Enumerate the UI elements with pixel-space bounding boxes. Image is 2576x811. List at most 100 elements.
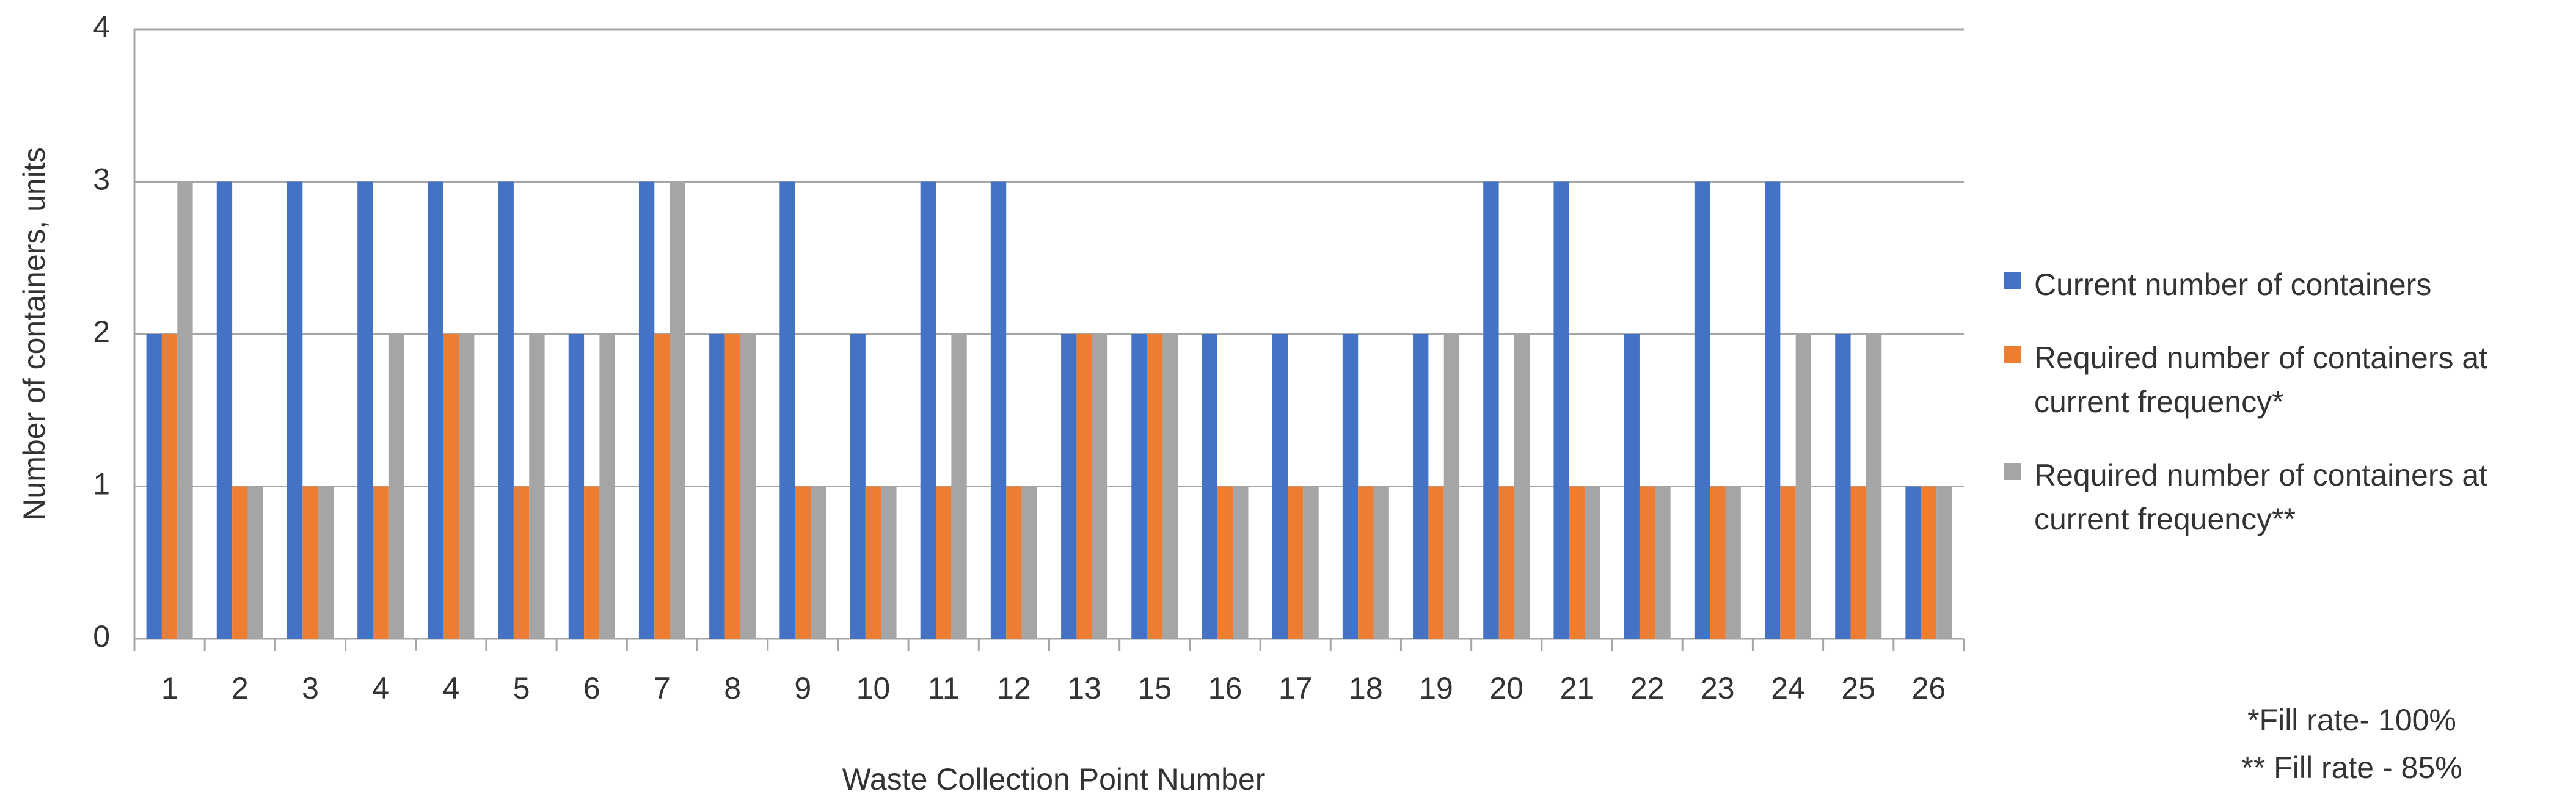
bar [1202, 334, 1217, 639]
x-axis-title: Waste Collection Point Number [842, 762, 1266, 796]
legend-item: Required number of containers at current… [2004, 336, 2572, 424]
bar [740, 334, 756, 639]
bar [1553, 181, 1569, 639]
bar [920, 181, 936, 639]
bar [1233, 486, 1249, 639]
bar [1514, 334, 1530, 639]
bar [146, 334, 162, 639]
legend-swatch [2004, 272, 2021, 289]
bar [638, 181, 655, 639]
bar [850, 334, 866, 639]
bar [1288, 486, 1304, 639]
bar [529, 334, 545, 639]
y-tick-label: 1 [93, 467, 110, 501]
bar [232, 486, 248, 639]
bar [599, 334, 615, 639]
bar [1443, 334, 1460, 639]
bar [513, 486, 530, 639]
bar [318, 486, 334, 639]
bar [1162, 334, 1178, 639]
x-tick-label: 26 [1912, 671, 1946, 705]
legend-swatch [2004, 346, 2021, 363]
bar [1428, 486, 1444, 639]
bar [1131, 334, 1147, 639]
notes: *Fill rate- 100% ** Fill rate - 85% [2175, 696, 2529, 791]
bar [1358, 486, 1374, 639]
y-tick-label: 2 [93, 315, 110, 349]
x-tick-label: 16 [1208, 671, 1242, 705]
x-tick-label: 18 [1349, 671, 1383, 705]
bar [1585, 486, 1600, 639]
x-tick-label: 9 [794, 671, 811, 705]
bar [1850, 486, 1866, 639]
note: ** Fill rate - 85% [2241, 751, 2462, 785]
y-axis-title: Number of containers, units [17, 147, 51, 520]
bar [357, 181, 373, 639]
y-tick-label: 4 [93, 10, 110, 44]
x-tick-label: 23 [1701, 671, 1735, 705]
x-tick-label: 24 [1771, 671, 1805, 705]
bar [1780, 486, 1796, 639]
x-tick-label: 4 [442, 671, 459, 705]
bar [1694, 181, 1710, 639]
x-tick-label: 25 [1841, 671, 1875, 705]
bar [951, 334, 967, 639]
y-tick-label: 0 [93, 619, 110, 653]
x-tick-label: 1 [161, 671, 178, 705]
bar [1866, 334, 1882, 639]
bar [498, 181, 514, 639]
x-tick-label: 21 [1560, 671, 1594, 705]
x-tick-label: 5 [513, 671, 530, 705]
bar [428, 181, 443, 639]
bar [286, 181, 303, 639]
bar [1921, 486, 1937, 639]
legend-label: Required number of containers at current… [2034, 458, 2488, 536]
legend-swatch [2004, 463, 2021, 480]
legend-item: Required number of containers at current… [2004, 453, 2572, 541]
bar [654, 334, 670, 639]
x-tick-label: 19 [1419, 671, 1453, 705]
x-tick-label: 4 [372, 671, 389, 705]
bar [443, 334, 459, 639]
x-tick-label: 8 [724, 671, 741, 705]
bar [1765, 181, 1781, 639]
legend-item: Current number of containers [2004, 263, 2572, 307]
x-tick-label: 17 [1279, 671, 1313, 705]
bar [216, 181, 233, 639]
bar [1413, 334, 1429, 639]
bar [709, 334, 725, 639]
bar [161, 334, 178, 639]
bar [1795, 334, 1812, 639]
bar [865, 486, 881, 639]
bar [1936, 486, 1952, 639]
x-tick-label: 12 [997, 671, 1031, 705]
bar [302, 486, 318, 639]
bar [247, 486, 263, 639]
bar [1021, 486, 1037, 639]
bar [1483, 181, 1499, 639]
bar [1655, 486, 1671, 639]
legend-label: Required number of containers at current… [2034, 341, 2488, 419]
bar [373, 486, 389, 639]
bar [1710, 486, 1726, 639]
bar [1498, 486, 1514, 639]
bar [1303, 486, 1319, 639]
bar [388, 334, 404, 639]
bar [1569, 486, 1585, 639]
bar [1147, 334, 1162, 639]
x-tick-label: 6 [583, 671, 600, 705]
x-tick-label: 20 [1489, 671, 1523, 705]
y-tick-label: 3 [93, 162, 110, 197]
bar [1217, 486, 1233, 639]
bar [990, 181, 1007, 639]
bar [1092, 334, 1108, 639]
bar [810, 486, 826, 639]
bar [670, 181, 685, 639]
bar [724, 334, 740, 639]
legend-label: Current number of containers [2034, 267, 2432, 302]
bar [1905, 486, 1921, 639]
bar [779, 181, 795, 639]
bar [881, 486, 897, 639]
